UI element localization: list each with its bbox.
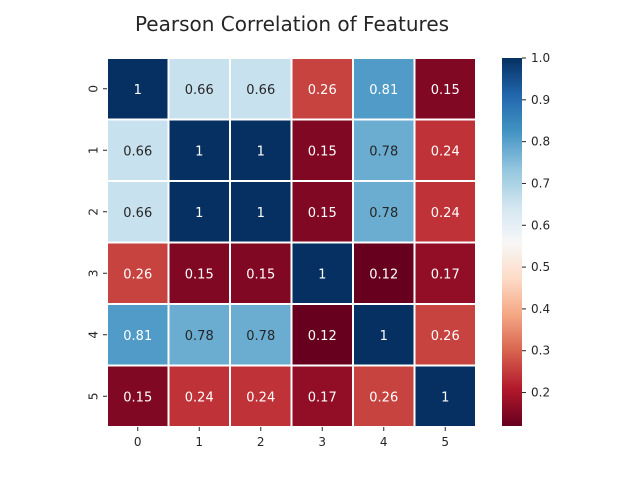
colorbar [502,58,522,426]
heatmap-cell [413,303,477,367]
colorbar-tick-label: 0.4 [531,302,550,316]
cell-value-label: 0.15 [431,83,460,98]
heatmap-cell [352,303,416,367]
cell-value-label: 1 [195,144,203,159]
heatmap-cells: 1 0.66 0.66 0.26 0.81 0.15 0.66 1 1 0.15 0.78 0.24 0… [106,57,477,428]
heatmap-cell [106,241,170,305]
heatmap-cell [106,364,170,428]
chart-title: Pearson Correlation of Features [135,12,449,36]
cell-value-label: 0.24 [185,390,214,405]
heatmap-cell [229,303,293,367]
cell-value-label: 0.81 [123,329,152,344]
colorbar-tick-label: 0.3 [531,344,550,358]
cell-value-label: 0.26 [123,267,152,282]
y-tick-label: 4 [87,331,101,339]
heatmap-cell [167,118,231,182]
cell-value-label: 1 [441,390,449,405]
cell-value-label: 1 [257,206,265,221]
cell-value-label: 0.12 [369,267,398,282]
colorbar-tick-label: 0.5 [531,260,550,274]
heatmap-cell [167,57,231,121]
heatmap-cell [352,241,416,305]
x-tick-label: 5 [441,435,449,449]
colorbar-tick-label: 0.2 [531,386,550,400]
heatmap-cell [352,180,416,244]
heatmap-cell [413,241,477,305]
y-tick-label: 2 [87,208,101,216]
cell-value-label: 0.66 [123,144,152,159]
cell-value-label: 0.26 [431,329,460,344]
cell-value-label: 0.15 [308,144,337,159]
colorbar-tick-label: 1.0 [531,51,550,65]
cell-value-label: 0.78 [369,206,398,221]
x-tick-label: 2 [257,435,265,449]
cell-value-label: 0.17 [308,390,337,405]
heatmap-cell [229,241,293,305]
heatmap-cell [413,180,477,244]
cell-value-label: 0.24 [431,144,460,159]
cell-value-label: 1 [318,267,326,282]
cell-value-label: 1 [257,144,265,159]
cell-value-label: 0.17 [431,267,460,282]
cell-value-label: 0.24 [246,390,275,405]
cell-value-label: 0.15 [123,390,152,405]
cell-value-label: 0.78 [369,144,398,159]
cell-value-label: 0.26 [369,390,398,405]
colorbar-tick-label: 0.9 [531,93,550,107]
x-tick-label: 1 [195,435,203,449]
x-axis-ticks: 0 1 2 3 4 5 [134,427,449,449]
y-tick-label: 1 [87,146,101,154]
cell-value-label: 0.12 [308,329,337,344]
heatmap-cell [413,364,477,428]
cell-value-label: 0.66 [185,83,214,98]
cell-value-label: 0.66 [246,83,275,98]
cell-value-label: 0.81 [369,83,398,98]
x-tick-label: 3 [318,435,326,449]
cell-value-label: 0.15 [246,267,275,282]
y-tick-label: 0 [87,85,101,93]
heatmap-cell [290,180,354,244]
heatmap-cell [167,180,231,244]
cell-value-label: 0.15 [308,206,337,221]
x-tick-label: 0 [134,435,142,449]
cell-value-label: 1 [380,329,388,344]
cell-value-label: 0.78 [185,329,214,344]
cell-value-label: 0.66 [123,206,152,221]
heatmap-cell [167,241,231,305]
cell-value-label: 1 [195,206,203,221]
cell-value-label: 0.24 [431,206,460,221]
y-axis-ticks: 0 1 2 3 4 5 [87,85,107,400]
colorbar-tick-label: 0.8 [531,135,550,149]
heatmap-cell [290,241,354,305]
x-tick-label: 4 [380,435,388,449]
cell-value-label: 1 [134,83,142,98]
y-tick-label: 5 [87,392,101,400]
cell-value-label: 0.26 [308,83,337,98]
cell-value-label: 0.15 [185,267,214,282]
y-tick-label: 3 [87,269,101,277]
heatmap-cell [413,57,477,121]
heatmap-cell [413,118,477,182]
colorbar-tick-label: 0.6 [531,218,550,232]
cell-value-label: 0.78 [246,329,275,344]
heatmap-cell [290,118,354,182]
colorbar-ticks: 0.2 0.3 0.4 0.5 0.6 0.7 0.8 0.9 1.0 [522,51,550,400]
colorbar-tick-label: 0.7 [531,176,550,190]
